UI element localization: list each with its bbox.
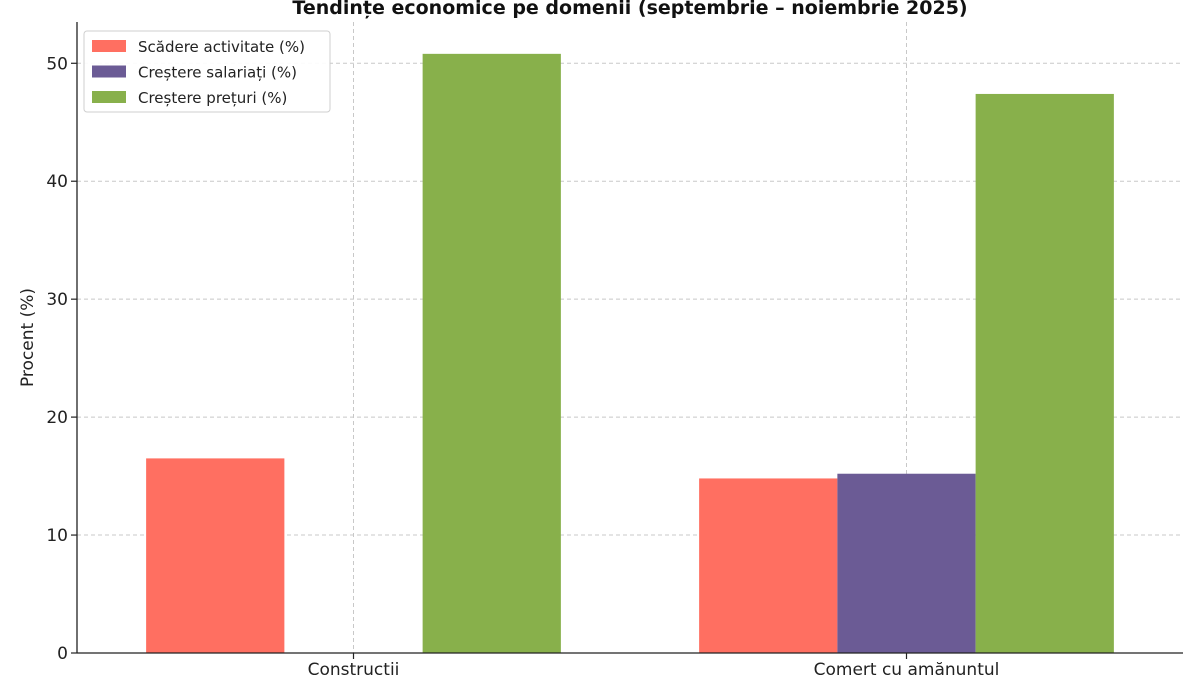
legend-swatch: [92, 91, 126, 103]
y-tick-label: 30: [46, 290, 68, 310]
legend-label: Scădere activitate (%): [138, 38, 305, 56]
x-tick-label: Comert cu amănuntul: [814, 660, 1000, 675]
y-axis-title: Procent (%): [18, 288, 38, 387]
legend-label: Creștere salariați (%): [138, 64, 297, 82]
legend-box: [83, 30, 331, 113]
y-tick-label: 10: [46, 526, 68, 546]
y-tick-label: 50: [46, 54, 68, 74]
legend-swatch: [92, 65, 126, 78]
legend-label: Creștere prețuri (%): [138, 89, 287, 107]
bars: [146, 53, 1114, 654]
axes: 0 10 20 30 40 50 Constructii Comert cu amănuntu…: [46, 22, 1183, 679]
bar: [146, 458, 285, 653]
y-tick-label: 0: [57, 644, 68, 664]
y-tick-label: 40: [46, 172, 68, 192]
bar: [975, 93, 1114, 653]
chart-title: Tendințe economice pe domenii (septembri…: [292, 0, 967, 19]
x-tick-label: Constructii: [308, 660, 400, 675]
y-tick-label: 20: [46, 408, 68, 428]
bar: [699, 478, 838, 653]
legend: Scădere activitate (%) Creștere salariați…: [83, 30, 331, 113]
bar: [837, 473, 976, 653]
legend-swatch: [92, 40, 126, 52]
bar: [422, 53, 561, 654]
